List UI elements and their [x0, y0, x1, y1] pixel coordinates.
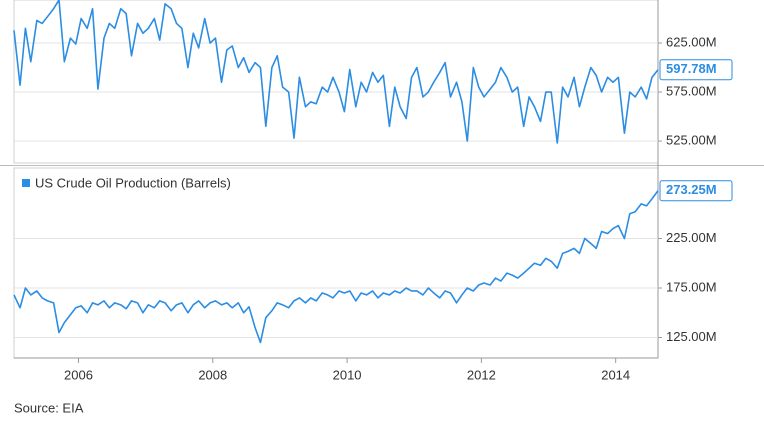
y-tick-label: 175.00M [666, 279, 717, 294]
y-tick-label: 625.00M [666, 34, 717, 49]
x-tick-label: 2012 [467, 367, 496, 382]
x-tick-label: 2008 [198, 367, 227, 382]
end-label-box [659, 59, 733, 81]
x-tick-label: 2014 [601, 367, 630, 382]
x-tick-label: 2006 [64, 367, 93, 382]
data-line [13, 190, 659, 344]
top-plot-area [13, 0, 659, 164]
y-tick-label: 575.00M [666, 83, 717, 98]
y-tick-label: 525.00M [666, 132, 717, 147]
end-label: 597.78M [666, 61, 717, 76]
source: Source: EIA [14, 400, 84, 415]
x-tick-label: 2010 [333, 367, 362, 382]
end-label: 273.25M [666, 182, 717, 197]
y-tick-label: 225.00M [666, 230, 717, 245]
legend-swatch [22, 179, 30, 187]
bottom-plot-area [13, 167, 659, 359]
end-label-box [659, 180, 733, 202]
legend-label: US Crude Oil Production (Barrels) [35, 175, 231, 190]
y-tick-label: 125.00M [666, 329, 717, 344]
data-line [13, 0, 659, 144]
